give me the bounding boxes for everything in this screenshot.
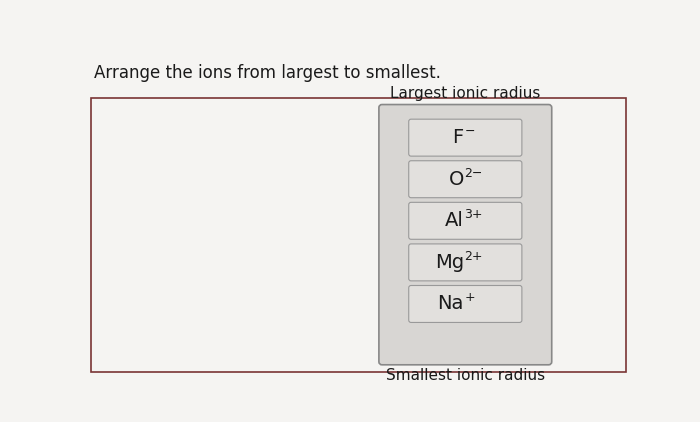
Text: Mg: Mg [435, 253, 464, 272]
Text: 2−: 2− [465, 167, 483, 180]
Text: +: + [465, 291, 475, 304]
Text: −: − [465, 125, 475, 138]
Text: 2+: 2+ [465, 250, 483, 263]
Text: Arrange the ions from largest to smallest.: Arrange the ions from largest to smalles… [94, 64, 440, 82]
Bar [92, 98, 626, 372]
Text: 3+: 3+ [465, 208, 483, 221]
FancyBboxPatch shape [379, 105, 552, 365]
Text: Al: Al [445, 211, 464, 230]
Text: Largest ionic radius: Largest ionic radius [390, 87, 540, 101]
FancyBboxPatch shape [409, 244, 522, 281]
FancyBboxPatch shape [409, 119, 522, 156]
FancyBboxPatch shape [409, 286, 522, 322]
Text: Na: Na [438, 295, 464, 314]
FancyBboxPatch shape [409, 161, 522, 198]
Text: O: O [449, 170, 464, 189]
Text: Smallest ionic radius: Smallest ionic radius [386, 368, 545, 383]
Text: F: F [452, 128, 464, 147]
FancyBboxPatch shape [409, 202, 522, 239]
